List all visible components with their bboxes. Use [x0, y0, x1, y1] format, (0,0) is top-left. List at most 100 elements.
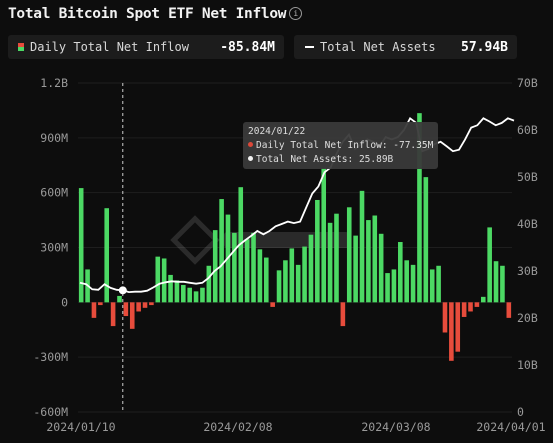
legend-daily-label: Daily Total Net Inflow: [30, 40, 189, 54]
bar: [327, 222, 333, 303]
bar: [302, 246, 307, 303]
left-tick-label: 0: [61, 295, 68, 309]
bar: [423, 177, 429, 303]
bar: [417, 113, 422, 303]
right-tick-label: 0: [517, 405, 524, 419]
bar: [506, 302, 512, 318]
right-tick-label: 60B: [517, 123, 538, 137]
x-tick-label: 2024/01/10: [46, 420, 115, 434]
tooltip-row-assets: Total Net Assets: 25.89B: [248, 153, 438, 167]
bar: [442, 302, 448, 333]
left-tick-label: 600M: [40, 186, 68, 200]
tooltip-inflow-text: Daily Total Net Inflow: -77.35M: [256, 140, 434, 151]
bar: [480, 296, 486, 303]
bar: [289, 248, 295, 303]
legend-daily-swatch-icon: [18, 43, 24, 51]
right-tick-label: 20B: [517, 311, 538, 325]
left-tick-label: -600M: [33, 405, 68, 419]
bar: [366, 220, 371, 303]
tooltip-row-inflow: Daily Total Net Inflow: -77.35M: [248, 139, 438, 153]
bar: [474, 302, 480, 307]
bar: [136, 302, 141, 312]
bar: [206, 265, 212, 303]
bar: [181, 284, 186, 303]
bar: [187, 287, 192, 303]
bar: [142, 302, 148, 308]
bar: [117, 295, 122, 303]
bar: [449, 302, 454, 361]
bar: [200, 287, 205, 303]
bar: [283, 260, 288, 303]
bar: [149, 302, 154, 306]
chart-title-text: Total Bitcoin Spot ETF Net Inflow: [8, 6, 287, 22]
bar: [308, 234, 314, 303]
bar: [468, 302, 473, 312]
bar: [104, 208, 110, 303]
legend-assets-line-icon: [305, 46, 314, 48]
right-tick-label: 40B: [517, 217, 538, 231]
bar: [340, 302, 346, 327]
bar: [174, 280, 180, 303]
x-tick-label: 2024/04/01: [476, 420, 545, 434]
bar: [212, 230, 218, 303]
bar: [359, 190, 365, 303]
bar: [410, 264, 416, 303]
bar: [334, 213, 339, 303]
info-icon[interactable]: i: [289, 7, 303, 20]
bar: [155, 256, 161, 303]
bar: [404, 260, 409, 303]
x-axis: 2024/01/10 2024/02/08 2024/03/08 2024/04/01: [46, 420, 545, 434]
crosshair-marker: [118, 286, 127, 295]
bar: [321, 167, 327, 303]
bar: [257, 249, 263, 303]
left-tick-label: 900M: [40, 131, 68, 145]
legend-assets-value: 57.94B: [461, 39, 508, 55]
bar: [500, 265, 505, 303]
left-tick-label: -300M: [33, 350, 68, 364]
right-tick-label: 50B: [517, 170, 538, 184]
bar: [391, 269, 397, 303]
chart-title: Total Bitcoin Spot ETF Net Inflow i: [8, 6, 303, 22]
bar: [353, 235, 358, 303]
bar: [487, 227, 492, 303]
bar: [219, 199, 224, 303]
tooltip: 2024/01/22 Daily Total Net Inflow: -77.3…: [243, 122, 438, 169]
right-tick-label: 10B: [517, 358, 538, 372]
right-axis: 70B 60B 50B 40B 30B 20B 10B 0: [517, 76, 538, 419]
left-tick-label: 1.2B: [40, 76, 68, 90]
tooltip-date: 2024/01/22: [248, 126, 306, 137]
bar: [110, 302, 116, 327]
left-axis: 1.2B 900M 600M 300M 0 -300M -600M: [33, 76, 68, 419]
left-tick-label: 300M: [40, 241, 68, 255]
bar: [372, 215, 378, 303]
bar: [232, 232, 237, 303]
legend-daily-inflow[interactable]: Daily Total Net Inflow -85.84M: [8, 35, 284, 59]
bar: [493, 261, 499, 303]
tooltip-assets-dot-icon: [248, 156, 253, 161]
bar: [98, 302, 103, 306]
legend-assets-label: Total Net Assets: [320, 40, 436, 54]
line-series: [79, 116, 515, 294]
bar: [78, 188, 84, 303]
bar: [429, 269, 435, 303]
bar: [315, 199, 320, 303]
bar: [168, 274, 173, 303]
bar: [161, 258, 167, 303]
bar: [251, 232, 256, 303]
bar: [193, 291, 199, 303]
bar-series: [78, 113, 512, 361]
legend-total-assets[interactable]: Total Net Assets 57.94B: [294, 35, 517, 59]
bar: [385, 273, 390, 303]
bar: [276, 270, 282, 303]
bar: [244, 239, 250, 303]
bar: [346, 207, 352, 303]
assets-line: [79, 116, 515, 294]
bar: [378, 233, 384, 303]
x-tick-label: 2024/03/08: [361, 420, 430, 434]
bar: [129, 302, 135, 329]
bar: [436, 265, 441, 303]
right-tick-label: 30B: [517, 264, 538, 278]
legend-daily-value: -85.84M: [220, 39, 275, 55]
bar: [455, 302, 461, 352]
